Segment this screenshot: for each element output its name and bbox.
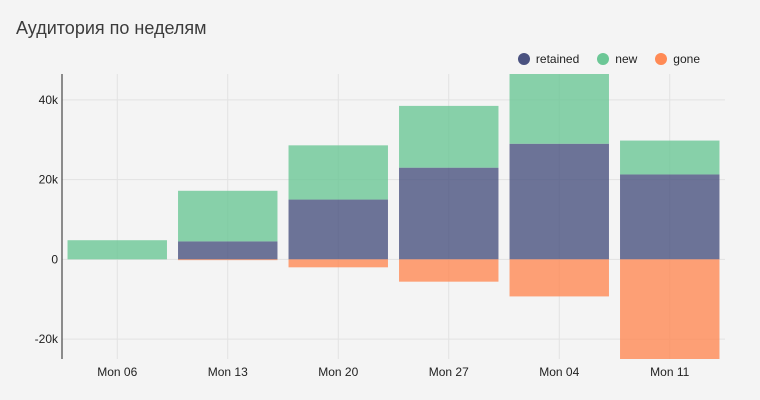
- legend-swatch-gone: [655, 53, 668, 65]
- y-tick-label: -20k: [35, 332, 59, 346]
- y-tick-label: 0: [51, 252, 58, 266]
- chart-title: Аудитория по неделям: [16, 18, 207, 38]
- legend-swatch-retained: [517, 53, 530, 65]
- bar-new: [67, 240, 167, 260]
- bar-retained: [178, 241, 278, 260]
- legend-item-retained[interactable]: retained: [517, 52, 580, 66]
- bar-gone: [399, 259, 499, 282]
- x-tick-label: Mon 04: [539, 365, 579, 379]
- x-tick-label: Mon 13: [208, 365, 248, 379]
- x-tick-label: Mon 11: [650, 365, 689, 379]
- legend-label-retained: retained: [535, 52, 580, 66]
- legend-item-gone[interactable]: gone: [655, 52, 700, 66]
- x-tick-label: Mon 06: [97, 365, 137, 379]
- bar-new: [620, 140, 720, 175]
- y-tick-label: 40k: [39, 93, 59, 107]
- bar-retained: [509, 143, 609, 260]
- legend: retained new gone: [517, 52, 700, 66]
- bar-gone: [620, 259, 720, 359]
- legend-label-new: new: [615, 52, 638, 66]
- bar-retained: [620, 174, 720, 260]
- bar-gone: [509, 259, 609, 297]
- bar-new: [288, 145, 388, 200]
- bar-gone: [178, 259, 278, 261]
- bar-gone: [288, 259, 388, 268]
- y-tick-label: 20k: [39, 173, 59, 187]
- x-tick-label: Mon 20: [318, 365, 358, 379]
- bar-new: [509, 74, 609, 144]
- bar-new: [178, 190, 278, 242]
- legend-item-new[interactable]: new: [597, 52, 637, 66]
- legend-swatch-new: [597, 53, 610, 65]
- bar-retained: [399, 167, 499, 260]
- bar-new: [399, 105, 499, 168]
- legend-label-gone: gone: [673, 52, 700, 66]
- bar-retained: [288, 199, 388, 260]
- x-tick-label: Mon 27: [429, 365, 469, 379]
